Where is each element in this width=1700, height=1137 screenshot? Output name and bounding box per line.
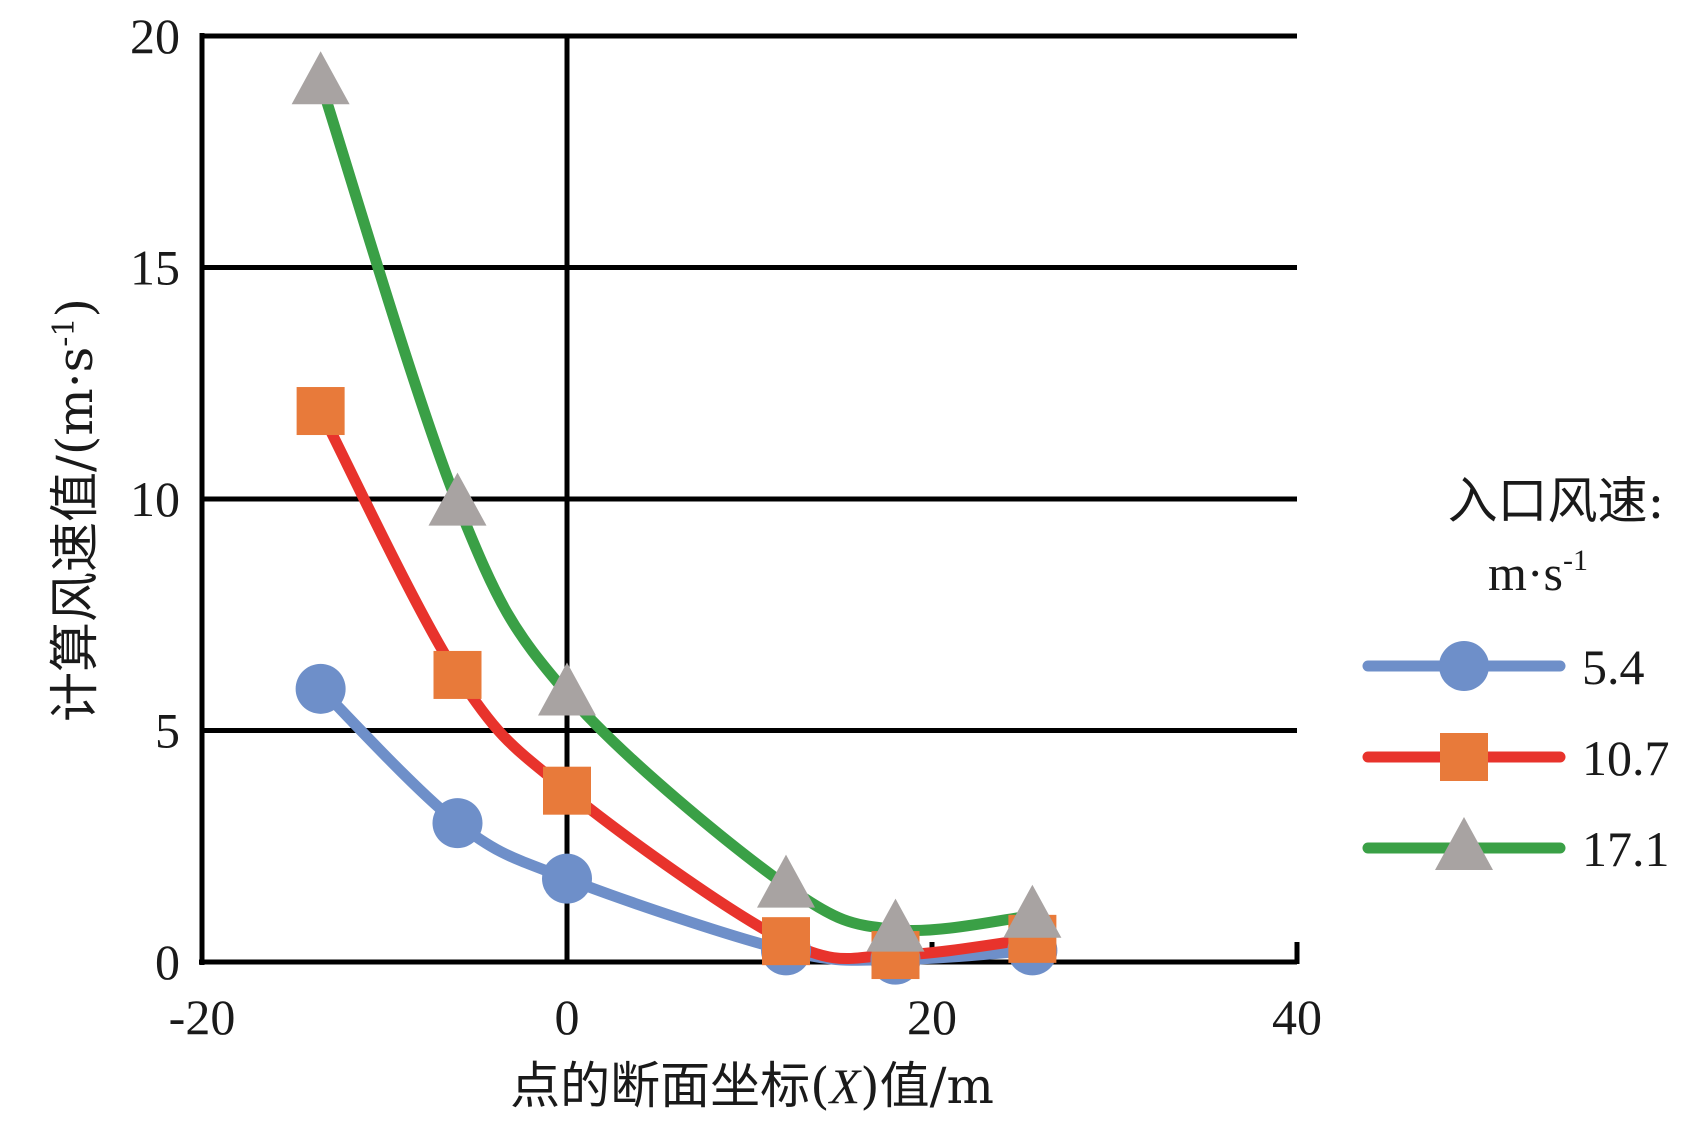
series-markers <box>291 51 1062 985</box>
y-tick-label-1: 5 <box>155 703 180 759</box>
legend-title: 入口风速: <box>1448 472 1665 530</box>
x-tick-label-0: -20 <box>169 989 236 1045</box>
legend-unit-sup: -1 <box>1563 544 1588 577</box>
legend-label-2: 17.1 <box>1582 821 1670 877</box>
y-tick-label-2: 10 <box>130 471 180 527</box>
y-tick-label-4: 20 <box>130 8 180 64</box>
axes <box>199 33 1300 965</box>
legend-marker-0 <box>1439 641 1489 691</box>
data-point-s0-0 <box>295 663 346 714</box>
x-tick-label-2: 20 <box>907 989 957 1045</box>
y-axis-title-end: ) <box>46 298 104 318</box>
legend: 入口风速: m·s-1 5.4 10.7 17.1 <box>1362 472 1670 877</box>
y-axis-title-sup: -1 <box>47 317 82 346</box>
data-point-s0-2 <box>542 853 592 904</box>
data-point-s1-2 <box>543 766 591 815</box>
data-point-s1-0 <box>296 387 345 436</box>
data-point-s1-3 <box>762 917 810 966</box>
legend-unit-main: m·s <box>1488 545 1563 601</box>
legend-marker-1 <box>1440 733 1488 781</box>
data-point-s2-1 <box>428 472 487 526</box>
y-tick-label-3: 15 <box>130 240 180 296</box>
data-point-s2-3 <box>757 854 815 908</box>
data-point-s2-2 <box>538 662 596 716</box>
x-tick-label-3: 40 <box>1272 989 1322 1045</box>
x-axis-title-italic: X <box>828 1058 863 1114</box>
series-line-1 <box>315 405 1038 965</box>
legend-marker-2 <box>1435 817 1493 870</box>
legend-entries: 5.4 10.7 17.1 <box>1362 639 1670 877</box>
plot-area <box>291 51 1062 985</box>
data-point-s2-5 <box>1003 884 1062 938</box>
legend-label-0: 5.4 <box>1582 639 1645 695</box>
data-point-s2-4 <box>866 898 925 952</box>
x-axis-title-part2: )值/m <box>860 1057 994 1115</box>
series-lines <box>315 76 1038 966</box>
data-point-s0-1 <box>432 798 483 849</box>
x-tick-label-1: 0 <box>555 989 580 1045</box>
x-axis-title-part1: 点的断面坐标( <box>510 1057 830 1115</box>
y-axis-title: 计算风速值/(m·s-1) <box>46 298 104 722</box>
legend-label-1: 10.7 <box>1582 730 1670 786</box>
data-point-s1-1 <box>433 650 482 699</box>
x-axis-title: 点的断面坐标(X)值/m <box>510 1057 994 1115</box>
y-tick-label-0: 0 <box>155 934 180 990</box>
data-point-s2-0 <box>291 51 350 105</box>
legend-unit: m·s-1 <box>1488 544 1588 601</box>
grid <box>202 33 1297 962</box>
y-axis-title-main: 计算风速值/(m·s <box>46 347 104 722</box>
